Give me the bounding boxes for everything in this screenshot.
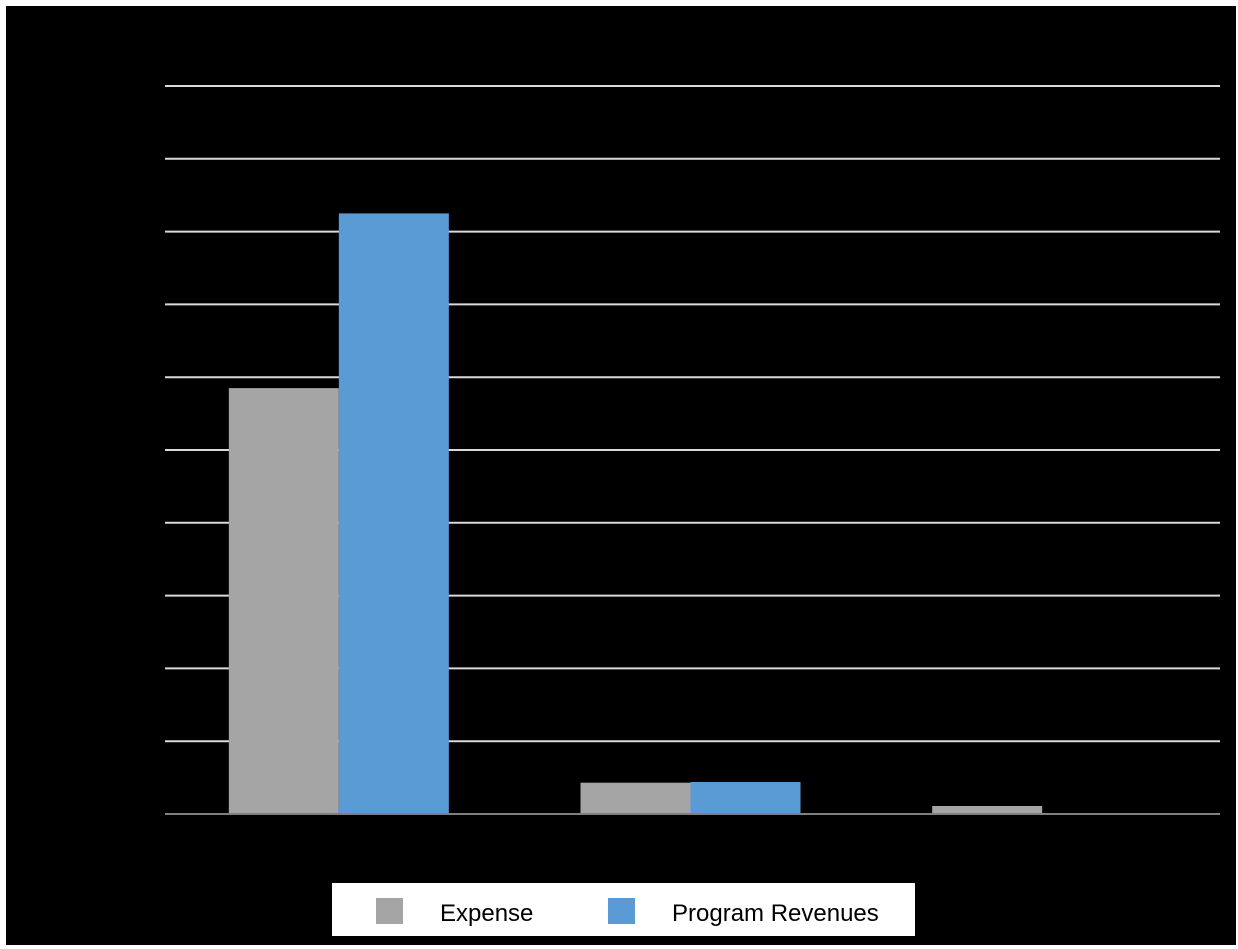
legend-swatch-program-revenues (608, 898, 635, 924)
legend-label-program-revenues: Program Revenues (672, 900, 879, 927)
bar-expense-3 (932, 805, 1043, 814)
bar-expense-2 (580, 782, 691, 814)
legend-label-expense: Expense (440, 900, 533, 927)
bar-expense-1 (228, 388, 339, 814)
bar-program-revenues-1 (338, 213, 449, 814)
legend: Expense Program Revenues (332, 883, 915, 936)
bars (228, 213, 1043, 814)
legend-swatch-expense (376, 898, 403, 924)
bar-program-revenues-2 (690, 781, 801, 814)
